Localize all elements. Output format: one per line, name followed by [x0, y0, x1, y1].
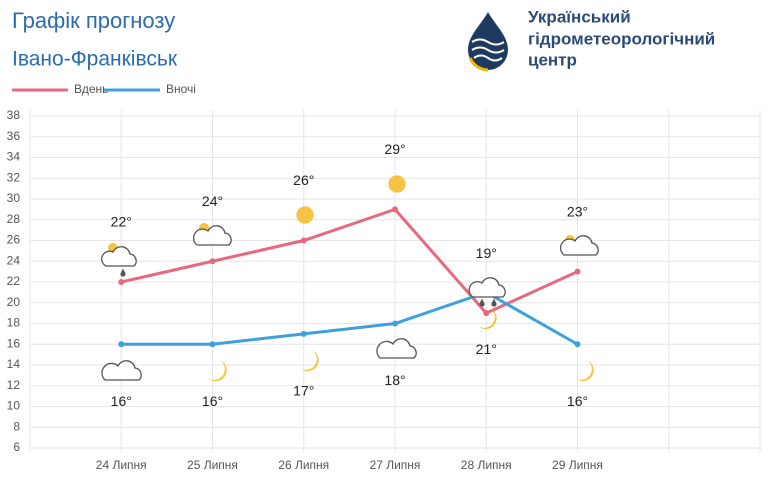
y-tick-label: 36: [7, 129, 21, 143]
value-label: 23°: [567, 203, 588, 219]
value-label: 24°: [202, 193, 223, 209]
point: [209, 258, 216, 265]
point: [392, 320, 398, 327]
legend-label: Вночі: [166, 82, 196, 96]
y-tick-label: 26: [7, 233, 21, 247]
point: [574, 341, 581, 348]
point: [392, 206, 398, 213]
org-name: Український: [528, 7, 631, 26]
y-tick-label: 24: [7, 253, 21, 267]
point: [300, 330, 307, 337]
point: [574, 268, 581, 275]
value-label: 29°: [384, 141, 405, 157]
y-tick-label: 30: [7, 191, 21, 205]
value-label: 19°: [476, 245, 497, 261]
value-label: 26°: [293, 172, 314, 188]
y-tick-label: 28: [7, 212, 21, 226]
series-line: [120, 207, 579, 315]
point: [118, 279, 125, 285]
chart-title: Графік прогнозу: [12, 8, 175, 33]
value-label: 16°: [202, 393, 223, 409]
x-tick-label: 26 Липня: [278, 458, 329, 472]
value-label: 22°: [111, 214, 132, 230]
point: [118, 341, 125, 348]
value-label: 16°: [111, 393, 132, 409]
weather-icons: [101, 175, 599, 382]
chart-subtitle: Івано-Франківськ: [12, 48, 178, 71]
logo: [468, 12, 508, 72]
y-tick-label: 18: [7, 316, 21, 330]
value-label: 17°: [293, 383, 314, 399]
series-line: [121, 290, 579, 346]
y-tick-label: 22: [7, 274, 21, 288]
org-name: гідрометеорологічний: [528, 29, 715, 48]
y-tick-label: 12: [7, 378, 21, 392]
y-tick-label: 8: [13, 419, 20, 433]
value-label: 18°: [384, 372, 405, 388]
point: [483, 310, 490, 317]
x-tick-label: 25 Липня: [187, 458, 238, 472]
value-label: 21°: [476, 341, 497, 357]
y-tick-label: 10: [7, 399, 21, 413]
y-tick-label: 20: [7, 295, 21, 309]
point: [300, 237, 307, 244]
y-tick-label: 32: [7, 170, 21, 184]
y-tick-label: 14: [7, 357, 21, 371]
legend-label: Вдень: [74, 82, 108, 96]
x-tick-label: 27 Липня: [370, 458, 421, 472]
org-name: центр: [528, 50, 577, 69]
y-tick-label: 38: [7, 108, 21, 122]
y-tick-label: 6: [13, 440, 20, 454]
value-label: 16°: [567, 393, 588, 409]
x-tick-label: 28 Липня: [461, 458, 512, 472]
point: [209, 341, 216, 348]
x-tick-label: 29 Липня: [552, 458, 603, 472]
x-tick-label: 24 Липня: [96, 458, 147, 472]
y-tick-label: 34: [7, 150, 21, 164]
y-tick-label: 16: [7, 336, 21, 350]
